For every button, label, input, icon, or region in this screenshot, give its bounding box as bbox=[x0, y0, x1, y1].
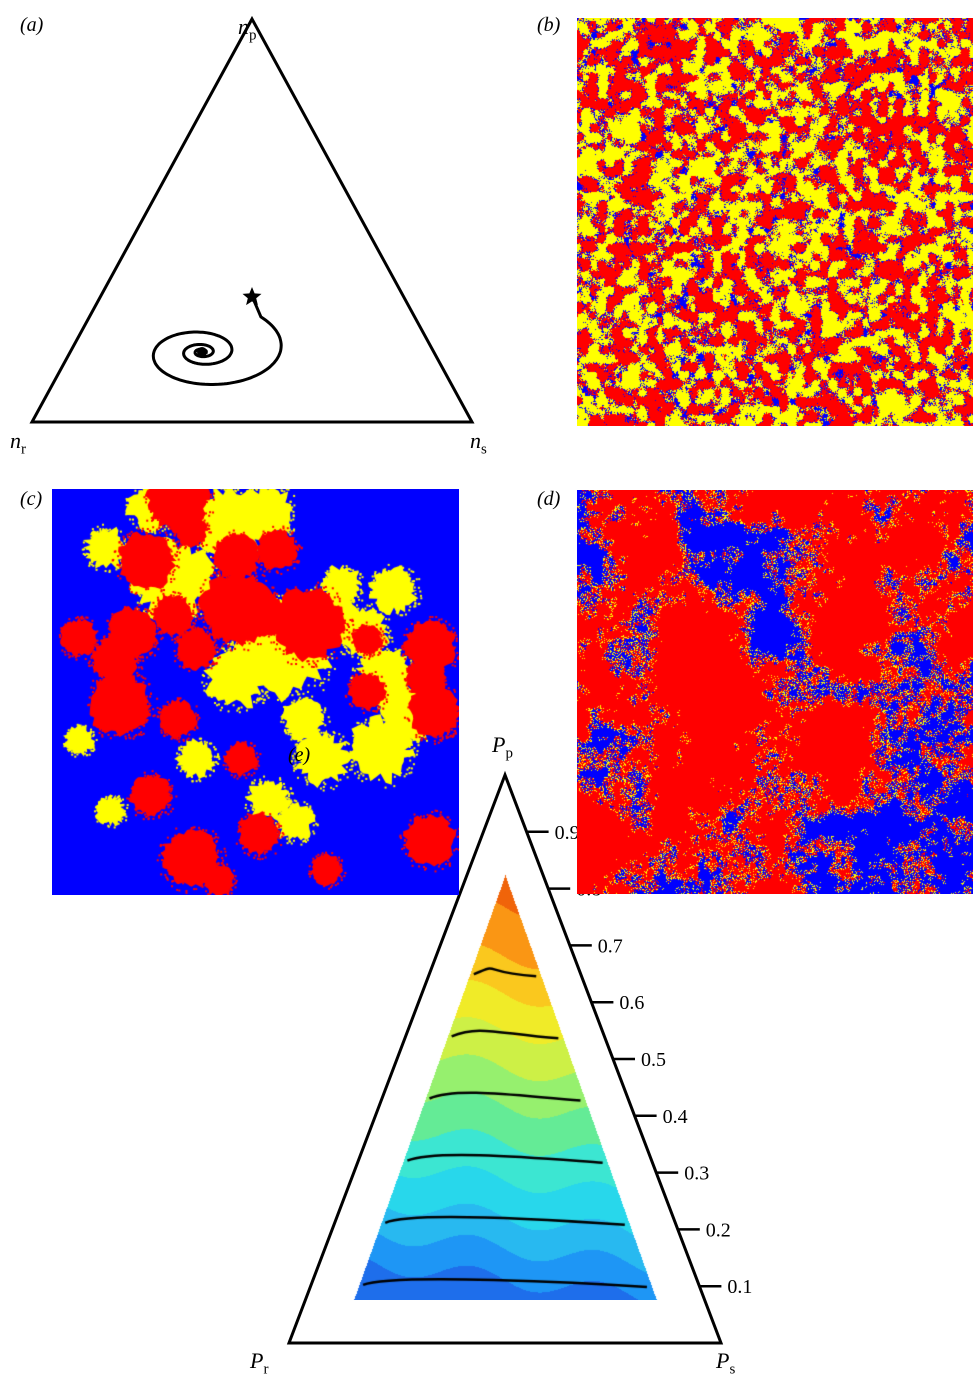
axis-tick-label: 0.2 bbox=[706, 1219, 731, 1241]
panel-a-spiral-trajectory bbox=[151, 295, 283, 386]
panel-b-label: (b) bbox=[537, 14, 561, 36]
panel-d-label: (d) bbox=[537, 488, 561, 510]
panel-a-vertex-right-label: ns bbox=[470, 428, 487, 458]
panel-c-lattice-snapshot bbox=[52, 489, 459, 895]
panel-d-lattice-snapshot bbox=[577, 490, 973, 894]
panel-e-vertex-top-label: Pp bbox=[492, 732, 513, 762]
panel-c-label: (c) bbox=[20, 488, 43, 510]
panel-b-lattice-snapshot bbox=[577, 18, 973, 426]
axis-tick-label: 0.9 bbox=[555, 822, 580, 844]
axis-tick-label: 0.4 bbox=[663, 1106, 688, 1128]
panel-e-heatmap bbox=[340, 865, 660, 1300]
axis-tick-label: 0.3 bbox=[684, 1163, 709, 1185]
panel-a-vertex-left-label: nr bbox=[10, 428, 26, 458]
axis-tick-label: 0.1 bbox=[727, 1276, 752, 1298]
panel-a-fixed-point bbox=[197, 347, 207, 357]
panel-a-simplex-triangle bbox=[29, 15, 475, 424]
panel-e-vertex-left-label: Pr bbox=[250, 1348, 269, 1378]
panel-a-vertex-top-label: np bbox=[238, 14, 257, 44]
panel-a-label: (a) bbox=[20, 14, 44, 36]
panel-e-vertex-right-label: Ps bbox=[716, 1348, 736, 1378]
panel-e-label: (e) bbox=[288, 744, 311, 766]
star-icon bbox=[242, 287, 262, 306]
